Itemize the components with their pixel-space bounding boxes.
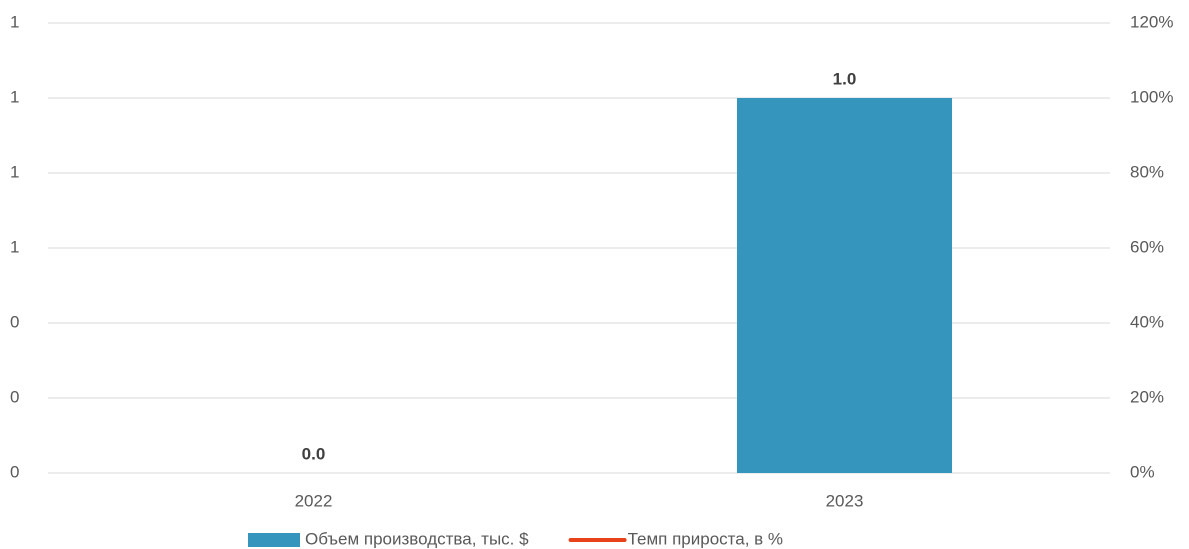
y2-tick-label: 60%	[1130, 237, 1164, 256]
y2-tick-label: 100%	[1130, 87, 1173, 106]
y-tick-label: 0	[10, 312, 19, 331]
y2-tick-label: 40%	[1130, 312, 1164, 331]
bar	[736, 98, 953, 473]
y-tick-label: 1	[10, 237, 19, 256]
data-label: 1.0	[833, 69, 857, 88]
y2-tick-label: 120%	[1130, 12, 1173, 31]
y-tick-label: 1	[10, 87, 19, 106]
y2-tick-label: 0%	[1130, 462, 1155, 481]
legend-label: Объем производства, тыс. $	[305, 529, 529, 548]
y-tick-label: 1	[10, 162, 19, 181]
legend-swatch	[248, 533, 300, 547]
y-tick-label: 1	[10, 12, 19, 31]
x-tick-label: 2022	[295, 491, 333, 510]
y-tick-label: 0	[10, 462, 19, 481]
data-label: 0.0	[302, 444, 326, 463]
y2-tick-label: 80%	[1130, 162, 1164, 181]
y2-tick-label: 20%	[1130, 387, 1164, 406]
legend-label: Темп прироста, в %	[628, 529, 783, 548]
y-tick-label: 0	[10, 387, 19, 406]
x-tick-label: 2023	[826, 491, 864, 510]
